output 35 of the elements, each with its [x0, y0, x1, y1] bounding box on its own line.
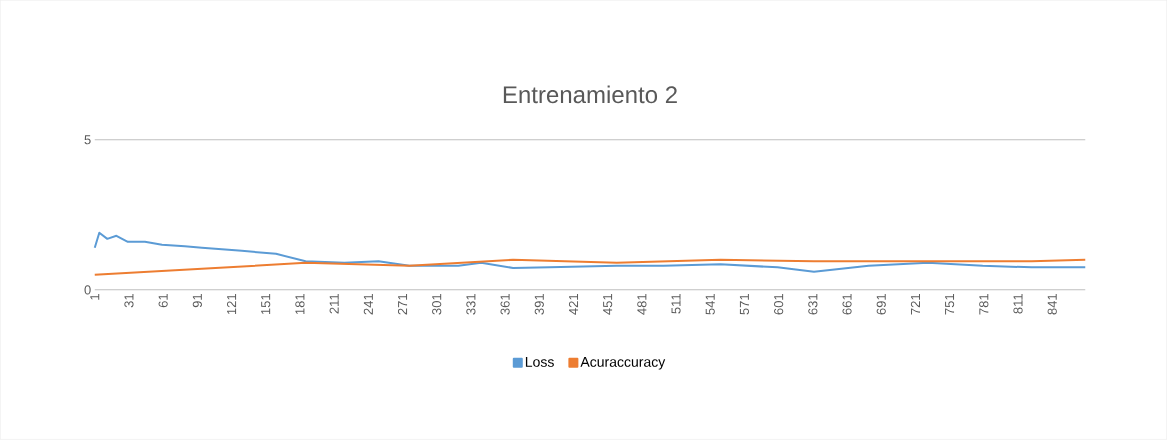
x-tick-label: 571: [739, 294, 749, 315]
x-tick-label: 121: [226, 294, 237, 315]
x-tick-label: 721: [910, 294, 920, 315]
x-tick-label: 781: [979, 294, 989, 315]
x-tick-label: 511: [671, 294, 681, 314]
x-tick-label: 241: [363, 294, 373, 315]
x-tick-label: 31: [124, 294, 134, 308]
x-tick-label: 541: [705, 294, 715, 315]
chart-title: Entrenamiento 2: [503, 85, 677, 104]
x-tick-label: 61: [158, 294, 168, 308]
x-tick-label: 391: [534, 294, 544, 315]
x-tick-label: 481: [637, 294, 647, 315]
x-tick-label: 691: [876, 294, 886, 315]
x-tick-label: 811: [1013, 294, 1023, 314]
x-tick-label: 601: [774, 294, 784, 315]
x-tick-label: 331: [466, 294, 476, 315]
x-tick-label: 271: [397, 294, 408, 315]
x-tick-label: 421: [568, 294, 579, 315]
x-tick-label: 631: [808, 294, 818, 315]
legend-label: Acuraccuracy: [580, 357, 666, 370]
x-tick-label: 1: [90, 294, 100, 300]
x-tick-label: 361: [500, 294, 510, 315]
x-tick-label: 841: [1047, 294, 1057, 315]
x-tick-label: 151: [261, 294, 271, 315]
legend-label: Loss: [525, 357, 554, 368]
x-tick-label: 751: [945, 294, 955, 315]
x-tick-label: 211: [329, 294, 339, 314]
y-tick-label: 0: [84, 285, 91, 295]
line-series: [93, 232, 1087, 274]
x-tick-label: 181: [295, 294, 305, 315]
x-tick-label: 91: [192, 294, 202, 308]
x-tick-label: 661: [842, 294, 852, 315]
x-tick-label: 451: [603, 294, 613, 315]
y-tick-label: 5: [84, 135, 91, 145]
x-tick-label: 301: [432, 294, 442, 315]
